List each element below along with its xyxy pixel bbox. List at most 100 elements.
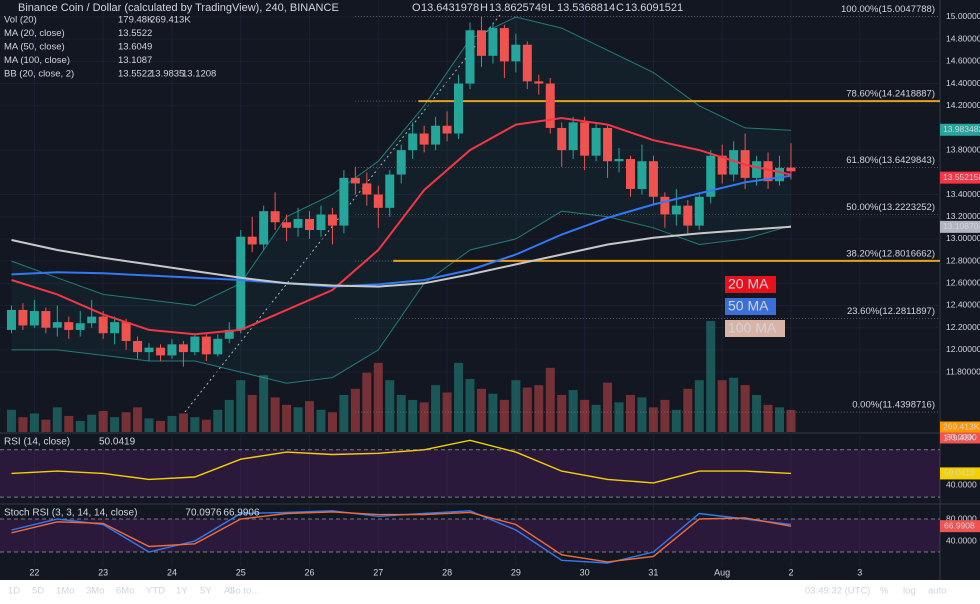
candle-body xyxy=(373,194,383,208)
candle-body xyxy=(545,83,555,128)
price-tag xyxy=(940,220,980,233)
x-tick-label: 30 xyxy=(580,567,590,577)
range-button[interactable]: 5D xyxy=(32,586,44,597)
scale-option[interactable]: log xyxy=(903,586,916,597)
candle-body xyxy=(18,309,28,326)
price-tag xyxy=(940,123,980,136)
candle-body xyxy=(671,205,681,215)
indicator-value: 70.0976 xyxy=(185,508,222,519)
range-button[interactable]: All xyxy=(224,586,235,597)
candle-body xyxy=(305,218,315,231)
candle-body xyxy=(557,127,567,151)
candle-body xyxy=(236,236,246,330)
candle-body xyxy=(224,329,234,339)
goto-button[interactable]: Go to... xyxy=(228,586,259,597)
candle-body xyxy=(41,311,51,328)
volume-bar xyxy=(729,377,739,432)
candle-body xyxy=(442,125,452,134)
candle-body xyxy=(625,159,635,189)
fib-label: 0.00%(11.4398716) xyxy=(852,400,935,411)
candle-body xyxy=(6,309,16,330)
candle-body xyxy=(408,133,418,151)
ohlc-value: 13.5368814 xyxy=(557,2,615,14)
volume-bar xyxy=(419,402,429,432)
candle-body xyxy=(350,177,360,184)
range-button[interactable]: YTD xyxy=(146,586,165,597)
volume-bar xyxy=(29,413,39,432)
volume-bar xyxy=(236,380,246,432)
x-tick-label: 2 xyxy=(788,567,793,577)
volume-bar xyxy=(786,409,796,432)
volume-bar xyxy=(534,385,544,432)
candle-body xyxy=(282,222,292,228)
range-button[interactable]: 5Y xyxy=(200,586,212,597)
toolbar xyxy=(0,580,980,604)
volume-bar xyxy=(270,397,280,432)
volume-bar xyxy=(373,362,383,432)
candle-body xyxy=(316,214,326,231)
candle-body xyxy=(614,159,624,162)
volume-bar xyxy=(465,378,475,432)
legend-name: MA (50, close) xyxy=(4,42,65,53)
volume-bar xyxy=(660,399,670,432)
scale-option[interactable]: % xyxy=(880,586,889,597)
legend-name: MA (20, close) xyxy=(4,28,65,39)
symbol: Binance Coin / Dollar (calculated by Tra… xyxy=(18,2,339,14)
candle-body xyxy=(64,322,74,330)
volume-bar xyxy=(522,387,532,432)
candle-body xyxy=(775,167,785,182)
value-tag-label: 66.9908 xyxy=(944,520,975,530)
ohlc-key: C xyxy=(616,2,624,14)
candle-body xyxy=(247,236,257,245)
volume-bar xyxy=(476,388,486,432)
indicator-title: RSI (14, close) xyxy=(4,437,70,448)
volume-bar xyxy=(488,393,498,432)
volume-bar xyxy=(327,412,337,432)
range-button[interactable]: 3Mo xyxy=(86,586,104,597)
range-button[interactable]: 6Mo xyxy=(116,586,134,597)
volume-bar xyxy=(442,392,452,432)
candle-body xyxy=(706,155,716,197)
y-tick-label: 14.8000000 xyxy=(946,33,980,43)
volume-tag xyxy=(940,421,980,433)
y-tick-label: 13.0000000 xyxy=(946,233,980,243)
y-tick-label: 14.6000000 xyxy=(946,56,980,66)
candle-body xyxy=(293,218,303,228)
candle-body xyxy=(568,122,578,151)
volume-bar xyxy=(144,418,154,432)
volume-bar xyxy=(683,388,693,432)
y-tick-label: 11.8000000 xyxy=(946,366,980,376)
candle-body xyxy=(190,336,200,353)
y-tick-label: 40.0000 xyxy=(946,535,977,545)
candle-body xyxy=(534,81,544,84)
y-tick-label: 12.4000000 xyxy=(946,300,980,310)
y-tick-label: 80.0000 xyxy=(946,513,977,523)
candle-body xyxy=(133,341,143,353)
range-button[interactable]: 1D xyxy=(8,586,20,597)
volume-bar xyxy=(52,407,62,432)
ohlc-value: 13.6431978 xyxy=(421,2,479,14)
candle-body xyxy=(660,196,670,215)
candle-body xyxy=(465,30,475,84)
candle-body xyxy=(488,28,498,56)
range-button[interactable]: 1Y xyxy=(176,586,188,597)
volume-bar xyxy=(6,409,16,432)
ohlc-key: L xyxy=(548,2,554,14)
volume-bar xyxy=(385,380,395,432)
annotation-box xyxy=(725,276,776,293)
scale-option[interactable]: auto xyxy=(928,586,947,597)
candle-body xyxy=(178,344,188,353)
legend-value: 13.6049 xyxy=(118,42,152,53)
volume-bar xyxy=(431,385,441,432)
volume-bar xyxy=(454,362,464,432)
volume-bar xyxy=(752,394,762,432)
candle-body xyxy=(29,311,39,326)
volume-bar xyxy=(545,367,555,432)
volume-bar xyxy=(591,404,601,432)
annotation-box xyxy=(725,320,785,337)
volume-bar xyxy=(178,413,188,432)
candle-body xyxy=(155,347,165,356)
candle-body xyxy=(729,150,739,175)
ma-line xyxy=(11,225,792,288)
range-button[interactable]: 1Mo xyxy=(56,586,74,597)
